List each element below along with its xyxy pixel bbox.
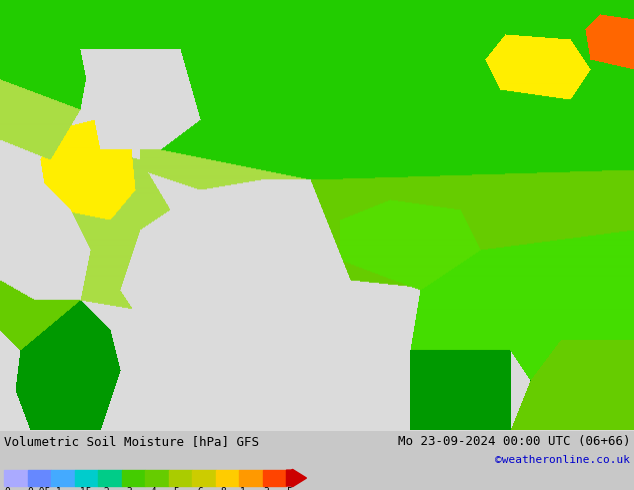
Text: .4: .4 — [145, 487, 157, 490]
Bar — [263, 470, 287, 486]
Bar — [98, 470, 122, 486]
Text: Volumetric Soil Moisture [hPa] GFS: Volumetric Soil Moisture [hPa] GFS — [4, 435, 259, 448]
Text: .1: .1 — [51, 487, 63, 490]
Bar — [216, 470, 240, 486]
Bar — [4, 470, 27, 486]
Bar — [192, 470, 216, 486]
Text: .5: .5 — [169, 487, 181, 490]
Text: .2: .2 — [98, 487, 110, 490]
Bar — [240, 470, 263, 486]
Bar — [27, 470, 51, 486]
Text: .3: .3 — [122, 487, 133, 490]
Bar — [145, 470, 169, 486]
Bar — [75, 470, 98, 486]
Text: .6: .6 — [192, 487, 204, 490]
Bar — [122, 470, 145, 486]
Text: 0: 0 — [4, 487, 10, 490]
Bar — [51, 470, 75, 486]
Bar — [169, 470, 192, 486]
Text: 5: 5 — [287, 487, 292, 490]
Text: 1: 1 — [240, 487, 245, 490]
Text: ©weatheronline.co.uk: ©weatheronline.co.uk — [495, 455, 630, 465]
Text: .15: .15 — [75, 487, 92, 490]
Text: Mo 23-09-2024 00:00 UTC (06+66): Mo 23-09-2024 00:00 UTC (06+66) — [398, 435, 630, 448]
Text: .8: .8 — [216, 487, 228, 490]
Text: 0.05: 0.05 — [27, 487, 51, 490]
FancyArrow shape — [287, 469, 306, 487]
Text: 3: 3 — [263, 487, 269, 490]
